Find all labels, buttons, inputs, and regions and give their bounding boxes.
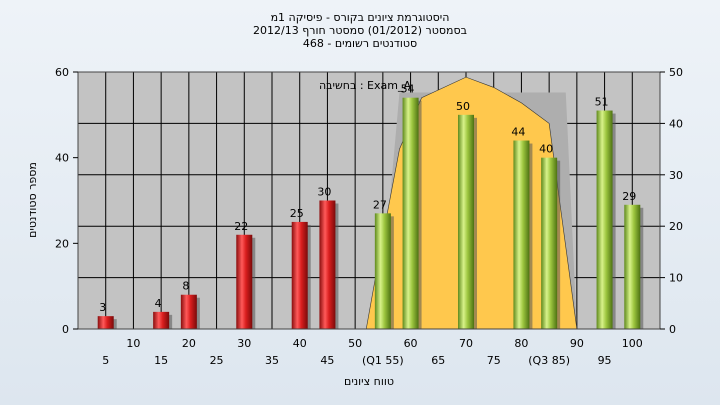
exam-annotation: בחשיבה : Exam_A: [319, 79, 411, 92]
bar-value-label: 25: [290, 207, 304, 220]
x-tick-label: 75: [487, 354, 501, 367]
bar-30: [236, 234, 253, 329]
x-tick-label: 95: [598, 354, 612, 367]
bar-value-label: 22: [234, 220, 248, 233]
bar-value-label: 30: [317, 186, 331, 199]
x-tick-label: 5: [102, 354, 109, 367]
x-tick-label: 80: [514, 337, 528, 350]
bar-55: [374, 213, 391, 329]
bar-value-label: 8: [182, 280, 189, 293]
y-left-tick-label: 0: [62, 323, 69, 336]
x-tick-label: 90: [570, 337, 584, 350]
bar-85: [541, 157, 558, 329]
y-right-tick-label: 50: [669, 66, 683, 79]
bar-95: [596, 110, 613, 329]
y-left-tick-label: 60: [55, 66, 69, 79]
x-tick-label: 30: [237, 337, 251, 350]
x-tick-label: 25: [210, 354, 224, 367]
y-right-tick-label: 0: [669, 323, 676, 336]
bar-value-label: 44: [511, 126, 525, 139]
y-left-tick-label: 20: [55, 237, 69, 250]
x-tick-label: 35: [265, 354, 279, 367]
title-line-2: בסמסטר (01/2012) סמסטר חורף 2012/13: [253, 24, 467, 37]
bar-value-label: 27: [373, 198, 387, 211]
bar-value-label: 50: [456, 100, 470, 113]
x-tick-label: 20: [182, 337, 196, 350]
x-tick-label: (Q3 85): [528, 354, 570, 367]
title-line-1: היסטוגרמת ציונים בקורס - פיסיקה 1מ: [271, 11, 450, 24]
y-left-axis: 0 20 40 60: [55, 66, 78, 336]
bar-value-label: 51: [595, 96, 609, 109]
bar-100: [624, 204, 641, 329]
plot-border: [77, 71, 661, 330]
bar-value-label: 3: [99, 301, 106, 314]
bar-80: [513, 140, 530, 329]
bar-value-label: 54: [401, 83, 415, 96]
y-right-tick-label: 40: [669, 117, 683, 130]
y-axis-label: מספר סטודנטים: [26, 162, 39, 238]
x-tick-label: 50: [348, 337, 362, 350]
bar-5: [97, 316, 114, 329]
y-right-tick-label: 20: [669, 220, 683, 233]
bar-15: [153, 311, 170, 329]
x-tick-label: 15: [154, 354, 168, 367]
x-axis: 10 20 30 40 50 60 70 80 90 100 5 15 25 35 45 (Q1 55) 65 7…: [102, 337, 643, 367]
y-right-axis: 0 10 20 30 40 50: [660, 66, 683, 336]
title-line-3: סטודנטים רשומים - 468: [303, 37, 417, 50]
bar-60: [402, 97, 419, 329]
x-tick-label: 10: [126, 337, 140, 350]
x-tick-label: 45: [320, 354, 334, 367]
bar-45: [319, 200, 336, 329]
y-right-tick-label: 10: [669, 272, 683, 285]
bar-value-label: 40: [539, 143, 553, 156]
bar-40: [291, 221, 308, 329]
x-tick-label: 40: [293, 337, 307, 350]
bar-labels-group: 3 4 8 22 25 30 27 54 50 44 40 51 29: [99, 83, 636, 314]
bar-value-label: 4: [155, 297, 162, 310]
x-tick-label: 100: [622, 337, 643, 350]
bar-70: [458, 114, 474, 329]
x-axis-label: טווח ציונים: [344, 375, 394, 388]
chart-title: היסטוגרמת ציונים בקורס - פיסיקה 1מ בסמסט…: [253, 11, 467, 50]
bars-group: [97, 97, 644, 329]
y-right-tick-label: 30: [669, 169, 683, 182]
bar-20: [180, 294, 197, 329]
x-tick-label: 65: [431, 354, 445, 367]
x-tick-label: (Q1 55): [362, 354, 404, 367]
x-tick-label: 70: [459, 337, 473, 350]
x-tick-label: 60: [404, 337, 418, 350]
y-left-tick-label: 40: [55, 152, 69, 165]
bar-value-label: 29: [622, 190, 636, 203]
